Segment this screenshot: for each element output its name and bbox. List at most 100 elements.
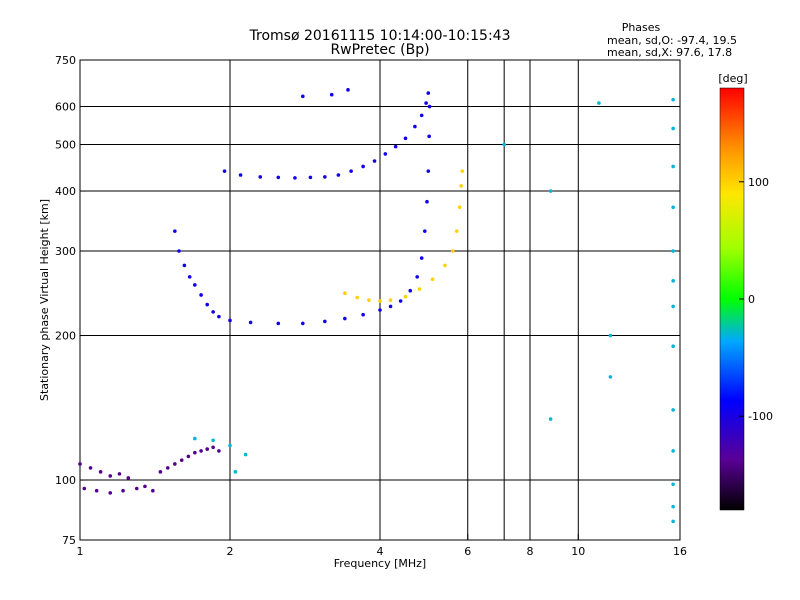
data-point xyxy=(173,229,177,233)
data-point xyxy=(301,94,305,99)
data-point xyxy=(671,504,675,509)
data-point xyxy=(108,491,113,495)
colorbar-tick-label: 0 xyxy=(748,293,755,306)
data-point xyxy=(78,462,82,466)
y-tick-label: 200 xyxy=(55,330,76,343)
data-point xyxy=(276,321,281,326)
data-point xyxy=(222,169,227,173)
stats-x-mode: mean, sd,X: 97.6, 17.8 xyxy=(607,46,732,59)
x-tick-label: 4 xyxy=(377,545,384,558)
data-point xyxy=(419,256,424,260)
data-point xyxy=(378,308,382,312)
data-point xyxy=(82,486,87,491)
data-point xyxy=(205,302,209,307)
data-point xyxy=(217,314,221,319)
data-point xyxy=(671,482,675,487)
data-point xyxy=(403,136,408,141)
data-point xyxy=(238,173,243,177)
y-tick-label: 100 xyxy=(55,474,76,487)
data-point xyxy=(460,169,465,173)
data-point xyxy=(367,298,371,302)
data-point xyxy=(378,299,382,303)
data-point xyxy=(425,199,429,204)
data-point xyxy=(243,452,248,457)
data-point xyxy=(98,470,103,474)
y-tick-label: 500 xyxy=(55,139,76,152)
data-point xyxy=(205,447,209,451)
chart-title: Tromsø 20161115 10:14:00-10:15:43 xyxy=(249,28,511,44)
data-point xyxy=(430,277,435,282)
x-tick-label: 2 xyxy=(227,545,234,558)
stats-o-mode: mean, sd,O: -97.4, 19.5 xyxy=(607,34,737,47)
data-point xyxy=(671,164,675,169)
data-point xyxy=(671,344,675,349)
data-point xyxy=(426,91,431,95)
data-point xyxy=(502,142,506,147)
data-point xyxy=(228,443,232,448)
data-point xyxy=(355,295,359,300)
data-point xyxy=(361,164,365,169)
data-point xyxy=(361,312,365,317)
data-point xyxy=(177,249,181,253)
data-point xyxy=(597,101,601,105)
data-point xyxy=(671,279,675,283)
x-tick-label: 10 xyxy=(571,545,585,558)
data-point xyxy=(408,288,413,293)
data-point xyxy=(671,97,675,102)
data-point xyxy=(88,466,93,470)
x-tick-label: 6 xyxy=(464,545,471,558)
data-point xyxy=(126,476,131,480)
data-point xyxy=(372,159,377,163)
chart-subtitle: RwPretec (Bp) xyxy=(330,42,429,58)
data-point xyxy=(671,519,675,524)
data-point xyxy=(308,175,313,180)
data-point xyxy=(383,152,388,156)
data-point xyxy=(193,436,197,441)
y-axis-label: Stationary phase Virtual Height [km] xyxy=(38,199,51,401)
stats-heading: Phases xyxy=(622,21,661,34)
data-point xyxy=(186,454,191,459)
axis-ticks: 1 2 4 6 8 10 16 75 100 200 300 400 500 600 750 xyxy=(55,54,687,558)
data-point xyxy=(143,484,147,489)
data-point xyxy=(548,189,553,193)
data-point xyxy=(424,101,428,105)
colorbar-label: [deg] xyxy=(718,72,747,85)
data-point xyxy=(417,287,422,291)
data-point xyxy=(388,304,393,309)
data-point xyxy=(233,470,238,474)
data-point xyxy=(217,449,221,453)
data-point xyxy=(457,205,462,210)
data-point xyxy=(388,298,393,302)
x-tick-label: 1 xyxy=(77,545,84,558)
data-point xyxy=(413,124,417,129)
data-point xyxy=(94,488,99,493)
data-point xyxy=(187,275,192,279)
data-point xyxy=(398,299,403,303)
data-point xyxy=(346,88,350,92)
data-point xyxy=(165,466,170,470)
data-point xyxy=(134,486,139,491)
colorbar-ticks: -100 0 100 xyxy=(739,176,773,423)
data-point xyxy=(608,375,613,379)
data-point xyxy=(671,126,675,131)
data-point xyxy=(427,104,432,109)
data-point xyxy=(293,176,297,180)
data-point xyxy=(323,319,327,324)
data-point xyxy=(158,470,163,474)
data-point xyxy=(248,320,253,325)
data-point xyxy=(415,275,419,279)
data-point xyxy=(349,169,353,173)
data-point xyxy=(193,283,197,287)
data-point xyxy=(199,449,203,453)
data-point xyxy=(336,173,341,177)
data-point xyxy=(451,249,455,253)
y-tick-label: 300 xyxy=(55,245,76,258)
grid-lines xyxy=(80,60,680,540)
data-point xyxy=(151,488,155,493)
data-point xyxy=(422,229,427,233)
data-point xyxy=(443,263,447,268)
data-point xyxy=(211,310,215,314)
data-point xyxy=(671,205,675,210)
data-point xyxy=(193,450,197,455)
